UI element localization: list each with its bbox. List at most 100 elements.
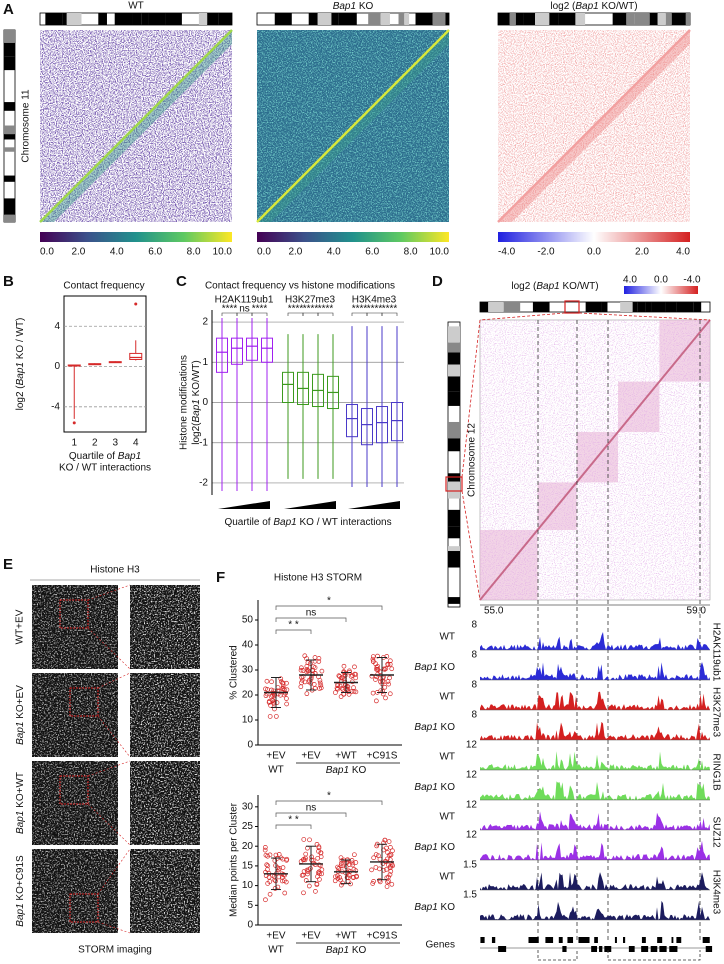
scatter-dot xyxy=(335,864,340,870)
gene-bracket xyxy=(537,950,701,961)
box xyxy=(246,337,258,361)
box xyxy=(376,406,388,444)
gene xyxy=(591,946,598,952)
panel-label: E xyxy=(3,556,13,573)
x-tick-label: 59.0 xyxy=(687,606,707,617)
y-tick-label: 30 xyxy=(242,665,254,676)
heatmap-diagonal xyxy=(39,29,233,223)
mark-label: H3K27me3 xyxy=(710,687,721,737)
plot-frame xyxy=(63,295,147,433)
gene xyxy=(705,946,713,952)
scatter-dot xyxy=(319,867,325,873)
axis-title: Chromosome 12 xyxy=(467,423,478,497)
x-tick-label: 2 xyxy=(92,438,98,449)
scatter-dot xyxy=(307,837,312,843)
box xyxy=(261,337,273,363)
chromosome-band xyxy=(45,13,63,25)
chromosome-band xyxy=(665,13,672,25)
scatter-dot xyxy=(382,684,388,690)
track-max-label: 1.5 xyxy=(463,860,477,871)
chromosome-band xyxy=(274,13,292,25)
group-label: Bap1 KO xyxy=(326,945,367,956)
panel-title-part: log2 ( xyxy=(550,1,576,12)
chromosome-band xyxy=(380,13,390,25)
scatter-dot xyxy=(369,867,374,873)
zoom-line xyxy=(97,672,131,758)
zoom-box xyxy=(59,599,89,629)
x-tick-label: +C91S xyxy=(367,931,398,942)
scatter-dot xyxy=(341,669,347,674)
storm-texture xyxy=(32,585,118,669)
chromosome-band xyxy=(448,352,460,365)
axis-title: Quartile of Bap1 xyxy=(69,451,141,462)
gene xyxy=(641,937,646,943)
scatter-dot xyxy=(375,663,381,669)
gene xyxy=(662,946,667,952)
scatter-dot xyxy=(370,881,376,886)
chromosome-band xyxy=(480,302,489,312)
scatter-dot xyxy=(332,878,338,884)
panel-title: log2 (Bap1 KO/WT) xyxy=(550,1,637,12)
row-label-part: Bap1 xyxy=(15,903,26,926)
scatter-dot xyxy=(377,877,382,883)
x-tick-label: +EV xyxy=(301,931,321,942)
track-sample-label: WT xyxy=(439,752,455,763)
significance-label: **** xyxy=(352,304,368,315)
scatter-dot xyxy=(310,667,315,673)
signal-track xyxy=(480,781,710,800)
significance-label: * * xyxy=(288,620,299,631)
gene xyxy=(594,937,598,943)
scatter-dot xyxy=(298,667,304,673)
scatter-dot xyxy=(303,851,309,857)
chromosome-band xyxy=(207,13,219,25)
signal-track xyxy=(480,751,710,770)
significance-label: **** xyxy=(252,304,268,315)
panel-title-part: log2 ( xyxy=(511,281,537,292)
gene xyxy=(532,937,539,943)
group-label-part: KO xyxy=(349,945,366,956)
gene xyxy=(599,946,603,952)
gene xyxy=(604,946,612,952)
gene xyxy=(669,946,675,952)
chromosome-band xyxy=(415,13,433,25)
axis-title-part: Bap1 xyxy=(191,399,202,422)
chromosome-band xyxy=(317,13,332,25)
chromosome-band xyxy=(4,175,15,182)
scatter-dot xyxy=(380,678,386,684)
scatter-dot xyxy=(338,855,344,861)
box-outlier xyxy=(134,302,138,306)
scatter-dot xyxy=(387,675,392,681)
scatter-dot xyxy=(270,693,275,698)
colorbar-tick-label: 0.0 xyxy=(587,247,601,258)
colorbar-tick-label: 6.0 xyxy=(365,247,379,258)
significance-bracket xyxy=(317,312,334,316)
zoom-box xyxy=(69,893,99,923)
gene xyxy=(480,937,485,943)
scatter-dot xyxy=(274,700,280,705)
y-tick-label: 10 xyxy=(242,880,254,891)
significance-bracket xyxy=(275,617,347,622)
chromosome-band xyxy=(498,13,510,25)
x-tick-label: 1 xyxy=(71,438,77,449)
chromosome-band xyxy=(368,13,381,25)
scatter-dot xyxy=(370,659,376,664)
scatter-dot xyxy=(390,848,395,854)
group-label-part: Bap1 xyxy=(326,765,349,776)
row-label-part: KO+C91S xyxy=(15,855,26,903)
axis-title-part: Bap1 xyxy=(118,451,141,462)
significance-bracket xyxy=(275,824,312,829)
row-label: Bap1 KO+EV xyxy=(15,685,26,745)
track-sample-label: WT xyxy=(439,632,455,643)
track-max-label: 8 xyxy=(471,680,477,691)
scatter-dot xyxy=(338,882,344,888)
axis-title: log2(Bap1 KO/WT) xyxy=(191,360,202,445)
scatter-dot xyxy=(373,852,379,857)
chromosome-band xyxy=(165,13,182,25)
chromosome-band xyxy=(308,13,318,25)
gene xyxy=(650,946,658,952)
significance-label: * * xyxy=(288,815,299,826)
y-tick-label: 40 xyxy=(242,640,254,651)
scatter-dot xyxy=(385,879,390,885)
track-sample-label: WT xyxy=(439,692,455,703)
